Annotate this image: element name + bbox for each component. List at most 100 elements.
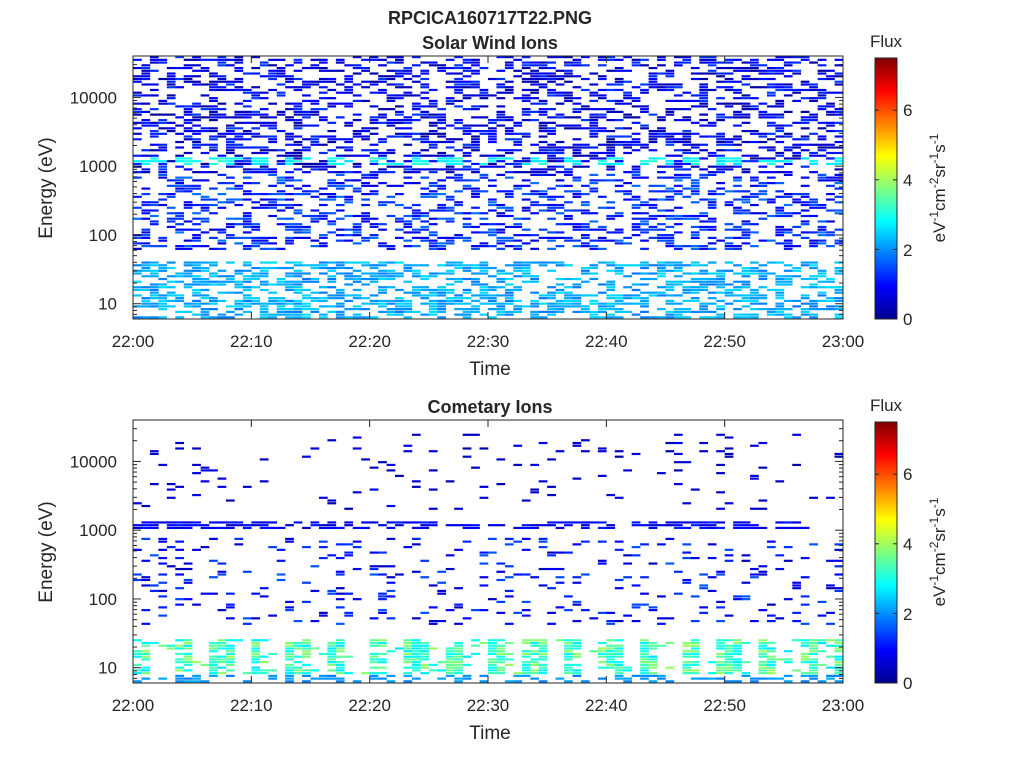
flux-cell: [386, 537, 396, 540]
flux-cell: [631, 143, 641, 146]
flux-cell: [234, 184, 244, 187]
flux-cell: [268, 266, 277, 270]
flux-cell: [141, 584, 151, 587]
flux-cell: [158, 113, 168, 116]
flux-cell: [690, 121, 700, 124]
flux-cell: [699, 94, 709, 97]
flux-cell: [716, 526, 725, 530]
flux-cell: [572, 603, 582, 606]
flux-cell: [682, 135, 692, 138]
flux-cell: [411, 485, 421, 488]
flux-cell: [403, 661, 413, 664]
flux-cell: [530, 641, 540, 645]
flux-cell: [251, 127, 261, 130]
flux-cell: [420, 228, 430, 231]
flux-cell: [225, 201, 235, 204]
flux-cell: [437, 308, 447, 311]
flux-cell: [217, 173, 227, 176]
flux-cell: [149, 524, 159, 527]
flux-cell: [547, 587, 556, 590]
flux-cell: [564, 97, 573, 100]
flux-cell: [657, 223, 666, 226]
flux-cell: [783, 231, 793, 234]
flux-cell: [640, 302, 649, 305]
flux-cell: [217, 661, 227, 664]
flux-cell: [395, 299, 404, 303]
flux-cell: [699, 214, 709, 218]
flux-cell: [310, 66, 320, 70]
flux-cell: [521, 600, 531, 603]
y-tick-label: 100: [89, 226, 117, 245]
flux-cell: [614, 578, 624, 582]
flux-cell: [665, 72, 675, 75]
flux-cell: [564, 305, 573, 308]
flux-cell: [454, 168, 463, 171]
flux-cell: [589, 521, 599, 524]
flux-cell: [209, 198, 218, 201]
flux-cell: [183, 521, 193, 524]
flux-cell: [302, 308, 311, 311]
flux-cell: [690, 488, 700, 491]
flux-cell: [766, 672, 776, 675]
flux-cell: [488, 223, 497, 226]
flux-cell: [411, 647, 421, 650]
flux-cell: [555, 606, 565, 609]
flux-cell: [564, 69, 573, 72]
flux-cell: [335, 543, 345, 546]
flux-cell: [699, 119, 709, 122]
flux-cell: [200, 302, 210, 305]
flux-cell: [623, 294, 632, 297]
flux-cell: [792, 91, 802, 94]
flux-cell: [420, 113, 430, 116]
flux-cell: [293, 88, 303, 92]
flux-cell: [597, 228, 607, 231]
flux-cell: [580, 105, 590, 108]
flux-cell: [673, 223, 683, 226]
flux-cell: [758, 526, 768, 530]
flux-cell: [183, 261, 193, 264]
flux-cell: [724, 105, 734, 108]
flux-cell: [386, 151, 396, 155]
flux-cell: [276, 83, 286, 86]
flux-cell: [149, 245, 159, 248]
flux-cell: [268, 198, 277, 201]
flux-cell: [758, 609, 768, 612]
flux-cell: [631, 521, 641, 524]
flux-cell: [234, 198, 244, 201]
flux-cell: [183, 119, 193, 122]
flux-cell: [344, 299, 354, 303]
flux-cell: [293, 203, 303, 207]
flux-cell: [335, 234, 345, 237]
flux-cell: [741, 521, 751, 524]
flux-cell: [775, 154, 785, 157]
flux-cell: [657, 264, 666, 267]
flux-cell: [242, 275, 252, 278]
flux-cell: [268, 313, 277, 316]
flux-cell: [597, 58, 607, 61]
flux-cell: [302, 116, 311, 119]
flux-cell: [225, 658, 235, 661]
flux-cell: [716, 669, 725, 672]
flux-cell: [445, 480, 455, 483]
flux-cell: [318, 61, 328, 64]
flux-cell: [175, 165, 185, 168]
flux-cell: [783, 69, 793, 72]
flux-cell: [834, 58, 844, 61]
flux-cell: [318, 242, 328, 245]
flux-cell: [310, 102, 320, 105]
flux-cell: [597, 77, 607, 81]
flux-cell: [268, 201, 277, 204]
flux-cell: [183, 639, 193, 642]
flux-cell: [454, 203, 463, 207]
flux-cell: [555, 75, 565, 78]
flux-cell: [378, 644, 387, 647]
flux-cell: [234, 138, 244, 141]
flux-cell: [141, 504, 151, 508]
flux-cell: [293, 140, 303, 144]
flux-cell: [344, 198, 354, 201]
x-tick-labels: 22:00 22:10 22:20 22:30 22:40 22:50 23:0…: [112, 696, 865, 715]
flux-cell: [166, 291, 176, 294]
flux-cell: [428, 239, 438, 242]
flux-cell: [741, 140, 751, 144]
flux-cell: [504, 310, 514, 313]
